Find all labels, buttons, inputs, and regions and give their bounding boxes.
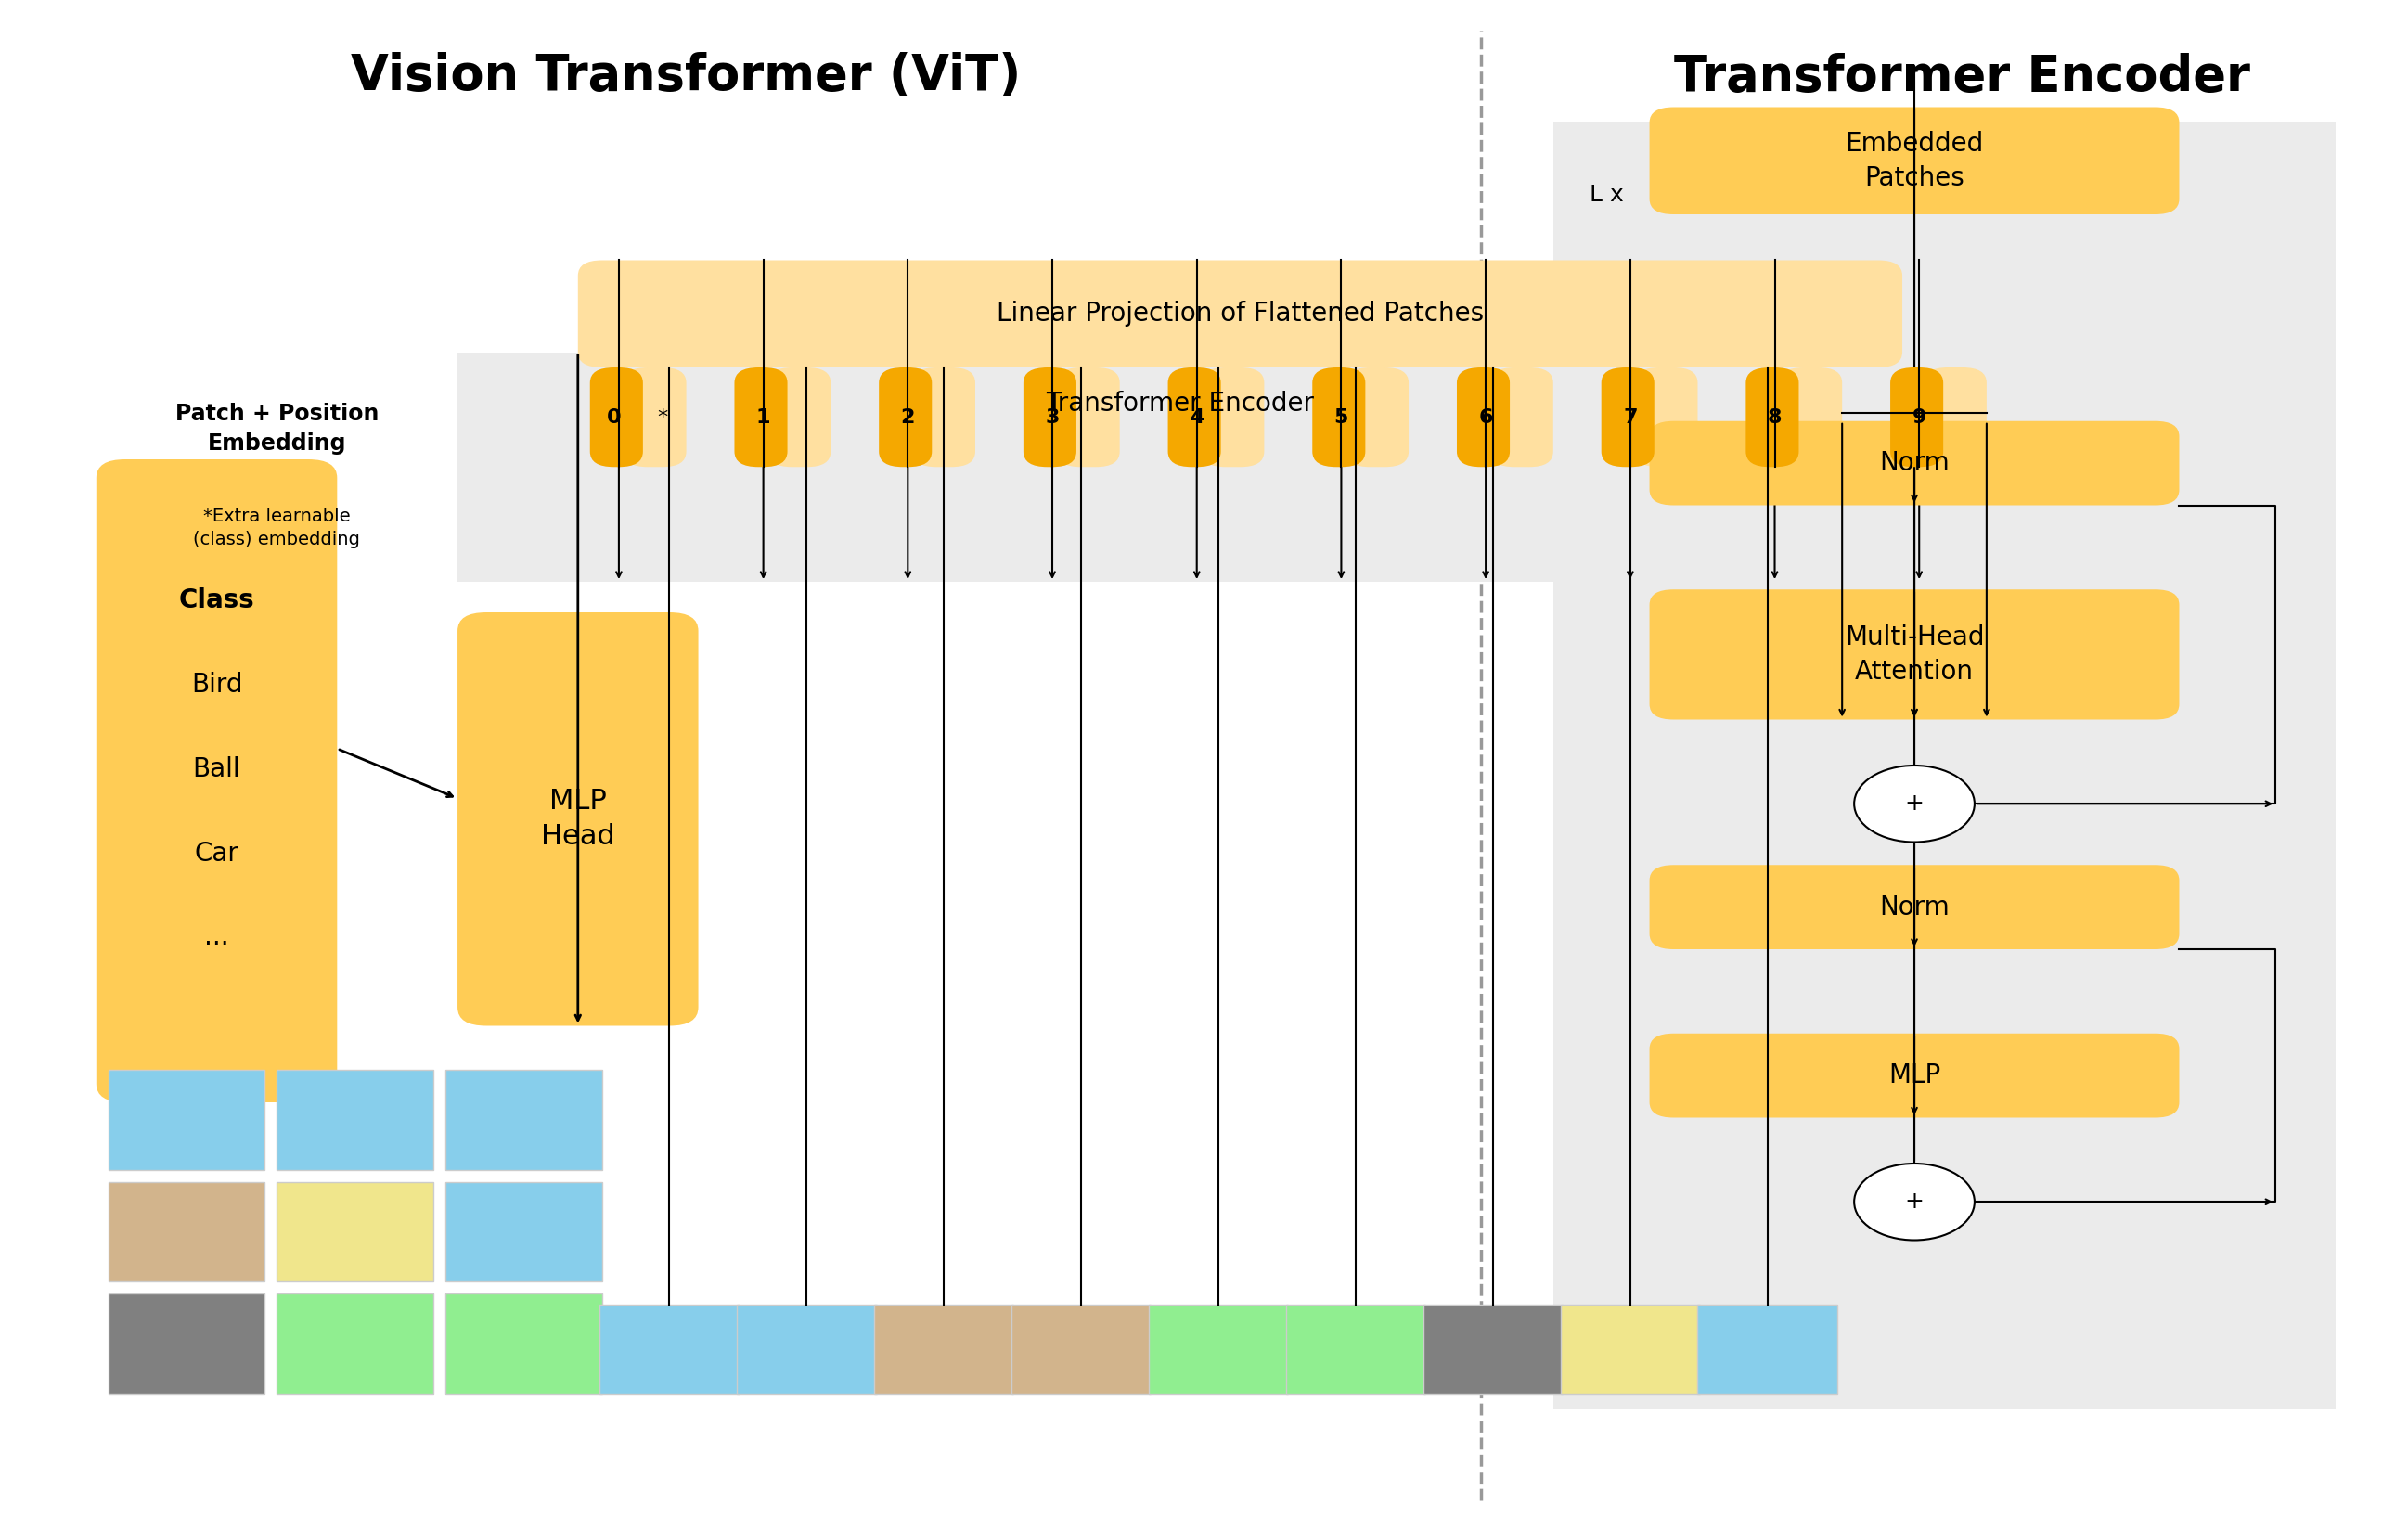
Text: +: +: [1905, 1191, 1924, 1213]
Text: Multi-Head
Attention: Multi-Head Attention: [1845, 625, 1984, 684]
FancyBboxPatch shape: [624, 367, 686, 467]
Text: Ball: Ball: [193, 756, 241, 782]
FancyBboxPatch shape: [1023, 367, 1076, 467]
FancyBboxPatch shape: [1312, 367, 1365, 467]
Text: 3: 3: [1045, 407, 1060, 427]
FancyBboxPatch shape: [1649, 865, 2179, 949]
FancyBboxPatch shape: [1560, 1304, 1700, 1393]
FancyBboxPatch shape: [1601, 367, 1654, 467]
FancyBboxPatch shape: [445, 1070, 602, 1170]
Text: 0: 0: [607, 407, 621, 427]
FancyBboxPatch shape: [1457, 367, 1510, 467]
FancyBboxPatch shape: [1011, 1304, 1151, 1393]
FancyBboxPatch shape: [1649, 1033, 2179, 1118]
Text: L x: L x: [1589, 184, 1623, 207]
Text: Linear Projection of Flattened Patches: Linear Projection of Flattened Patches: [997, 302, 1483, 326]
FancyBboxPatch shape: [1924, 367, 1987, 467]
FancyBboxPatch shape: [1346, 367, 1409, 467]
Text: Norm: Norm: [1878, 450, 1950, 476]
FancyBboxPatch shape: [768, 367, 831, 467]
Text: 6: 6: [1479, 407, 1493, 427]
FancyBboxPatch shape: [590, 367, 643, 467]
Text: Norm: Norm: [1878, 894, 1950, 920]
FancyBboxPatch shape: [108, 1182, 265, 1281]
FancyBboxPatch shape: [277, 1182, 433, 1281]
FancyBboxPatch shape: [1202, 367, 1264, 467]
FancyBboxPatch shape: [1168, 367, 1221, 467]
FancyBboxPatch shape: [458, 612, 698, 1026]
FancyBboxPatch shape: [1423, 1304, 1563, 1393]
FancyBboxPatch shape: [445, 1294, 602, 1393]
FancyBboxPatch shape: [1553, 122, 2336, 1409]
Text: Transformer Encoder: Transformer Encoder: [1045, 390, 1315, 416]
FancyBboxPatch shape: [277, 1070, 433, 1170]
Text: 4: 4: [1190, 407, 1204, 427]
Text: MLP
Head: MLP Head: [542, 788, 614, 850]
Text: 2: 2: [901, 407, 915, 427]
FancyBboxPatch shape: [277, 1294, 433, 1393]
Text: +: +: [1905, 793, 1924, 814]
Text: 9: 9: [1912, 407, 1926, 427]
Text: ...: ...: [205, 925, 229, 951]
Text: Embedded
Patches: Embedded Patches: [1845, 130, 1984, 191]
FancyBboxPatch shape: [108, 1294, 265, 1393]
FancyBboxPatch shape: [1149, 1304, 1288, 1393]
FancyBboxPatch shape: [879, 367, 932, 467]
Text: Vision Transformer (ViT): Vision Transformer (ViT): [352, 52, 1021, 101]
FancyBboxPatch shape: [1698, 1304, 1837, 1393]
FancyBboxPatch shape: [96, 459, 337, 1102]
FancyBboxPatch shape: [913, 367, 975, 467]
FancyBboxPatch shape: [1649, 589, 2179, 720]
Text: Transformer Encoder: Transformer Encoder: [1674, 52, 2251, 101]
FancyBboxPatch shape: [600, 1304, 739, 1393]
Text: *: *: [657, 407, 667, 427]
Text: 7: 7: [1623, 407, 1637, 427]
Text: 1: 1: [756, 407, 771, 427]
FancyBboxPatch shape: [1649, 107, 2179, 214]
FancyBboxPatch shape: [1649, 421, 2179, 505]
FancyBboxPatch shape: [1286, 1304, 1426, 1393]
FancyBboxPatch shape: [445, 1182, 602, 1281]
FancyBboxPatch shape: [1780, 367, 1842, 467]
Text: Patch + Position
Embedding: Patch + Position Embedding: [176, 403, 378, 455]
Text: Car: Car: [195, 841, 238, 867]
FancyBboxPatch shape: [1890, 367, 1943, 467]
FancyBboxPatch shape: [1635, 367, 1698, 467]
FancyBboxPatch shape: [108, 1070, 265, 1170]
FancyBboxPatch shape: [1491, 367, 1553, 467]
Text: *Extra learnable
(class) embedding: *Extra learnable (class) embedding: [193, 508, 361, 548]
Text: MLP: MLP: [1888, 1063, 1941, 1089]
FancyBboxPatch shape: [458, 352, 1902, 582]
Text: 5: 5: [1334, 407, 1348, 427]
FancyBboxPatch shape: [734, 367, 787, 467]
FancyBboxPatch shape: [737, 1304, 877, 1393]
Circle shape: [1854, 766, 1975, 842]
FancyBboxPatch shape: [874, 1304, 1014, 1393]
Circle shape: [1854, 1164, 1975, 1240]
Text: Bird: Bird: [190, 672, 243, 698]
Text: Class: Class: [178, 588, 255, 614]
FancyBboxPatch shape: [1057, 367, 1120, 467]
FancyBboxPatch shape: [1746, 367, 1799, 467]
Text: 8: 8: [1767, 407, 1782, 427]
FancyBboxPatch shape: [578, 260, 1902, 367]
